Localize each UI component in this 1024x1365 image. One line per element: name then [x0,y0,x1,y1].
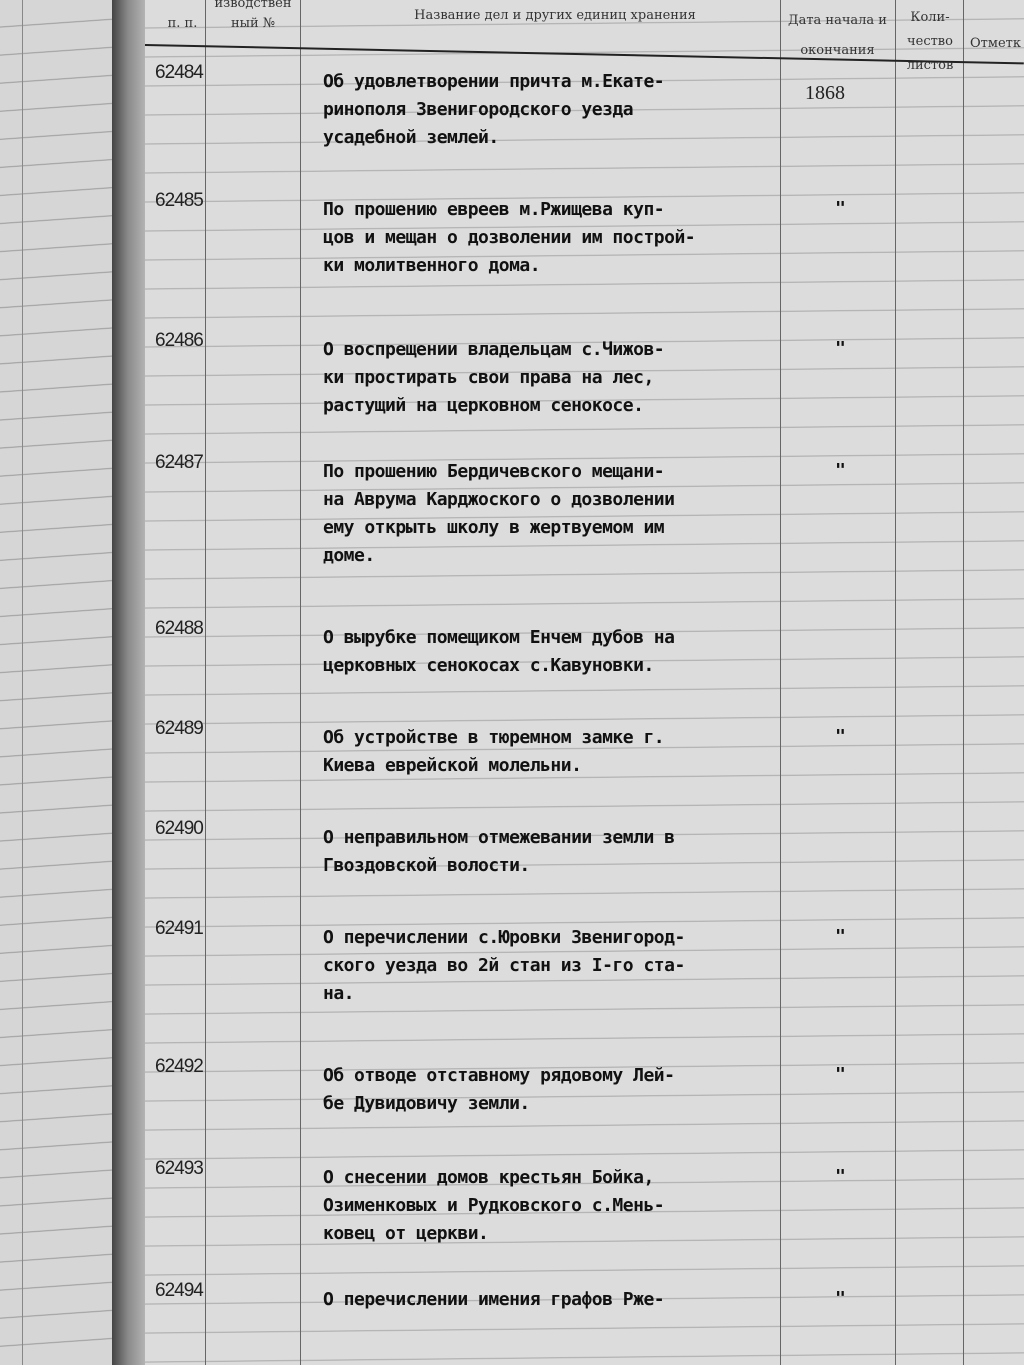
column-rule [205,0,206,1365]
column-rule [780,0,781,1365]
entry-title: О неправильном отмежевании земли в Гвозд… [323,827,675,876]
entry-title: По прошению Бердичевского мещани- на Авр… [323,461,675,566]
header-col-remarks: Отметк [970,36,1021,51]
entry-title: Об отводе отставному рядовому Лей- бе Ду… [323,1065,675,1114]
entry-title: О вырубке помещиком Енчем дубов на церко… [323,627,675,676]
header-col-number: п. п. [167,16,198,31]
column-rule [963,0,964,1365]
column-rule [895,0,896,1365]
entry-number: 62486 [155,330,204,351]
entry-number: 62493 [155,1158,204,1179]
entry-date: 1868 [805,82,845,104]
entry-number: 62485 [155,190,204,211]
entry-title: О перечислении имения графов Ржe- [323,1289,665,1310]
entry-number: 62484 [155,62,204,83]
entry-date: " [835,1064,846,1085]
entry-date: " [835,460,846,481]
entry-title: Об удовлетворении причта м.Екате- ринопо… [323,71,665,148]
left-page [0,0,118,1365]
entry-date: " [835,338,846,359]
entry-number: 62492 [155,1056,204,1077]
entry-date: " [835,198,846,219]
header-col-sheets: Коли- чество листов [906,10,954,73]
entry-number: 62488 [155,618,204,639]
entry-date: " [835,926,846,947]
entry-title: О воспрещении владельцам с.Чижов- ки про… [323,339,665,416]
header-rule [144,44,1024,65]
entry-date: " [835,726,846,747]
entry-title: Об устройстве в тюремном замке г. Киева … [323,727,665,776]
entry-number: 62491 [155,918,204,939]
header-col-title: Название дел и других единиц хранения [414,8,696,23]
entry-number: 62494 [155,1280,204,1301]
entry-title: О снесении домов крестьян Бойка, Озименк… [323,1167,665,1244]
ledger-page: п. п. изводствен ный № Название дел и др… [144,0,1024,1365]
ruled-line [22,0,23,1365]
entry-date: " [835,1288,846,1309]
entry-number: 62487 [155,452,204,473]
entry-title: По прошению евреев м.Ржищева куп- цов и … [323,199,696,276]
column-rule [300,0,301,1365]
entry-number: 62490 [155,818,204,839]
header-col-dates: Дата начала и окончания [788,13,887,58]
entry-date: " [835,1166,846,1187]
header-col-production-number: изводствен ный № [214,0,292,31]
entry-title: О перечислении с.Юровки Звенигород- ског… [323,927,685,1004]
entry-number: 62489 [155,718,204,739]
